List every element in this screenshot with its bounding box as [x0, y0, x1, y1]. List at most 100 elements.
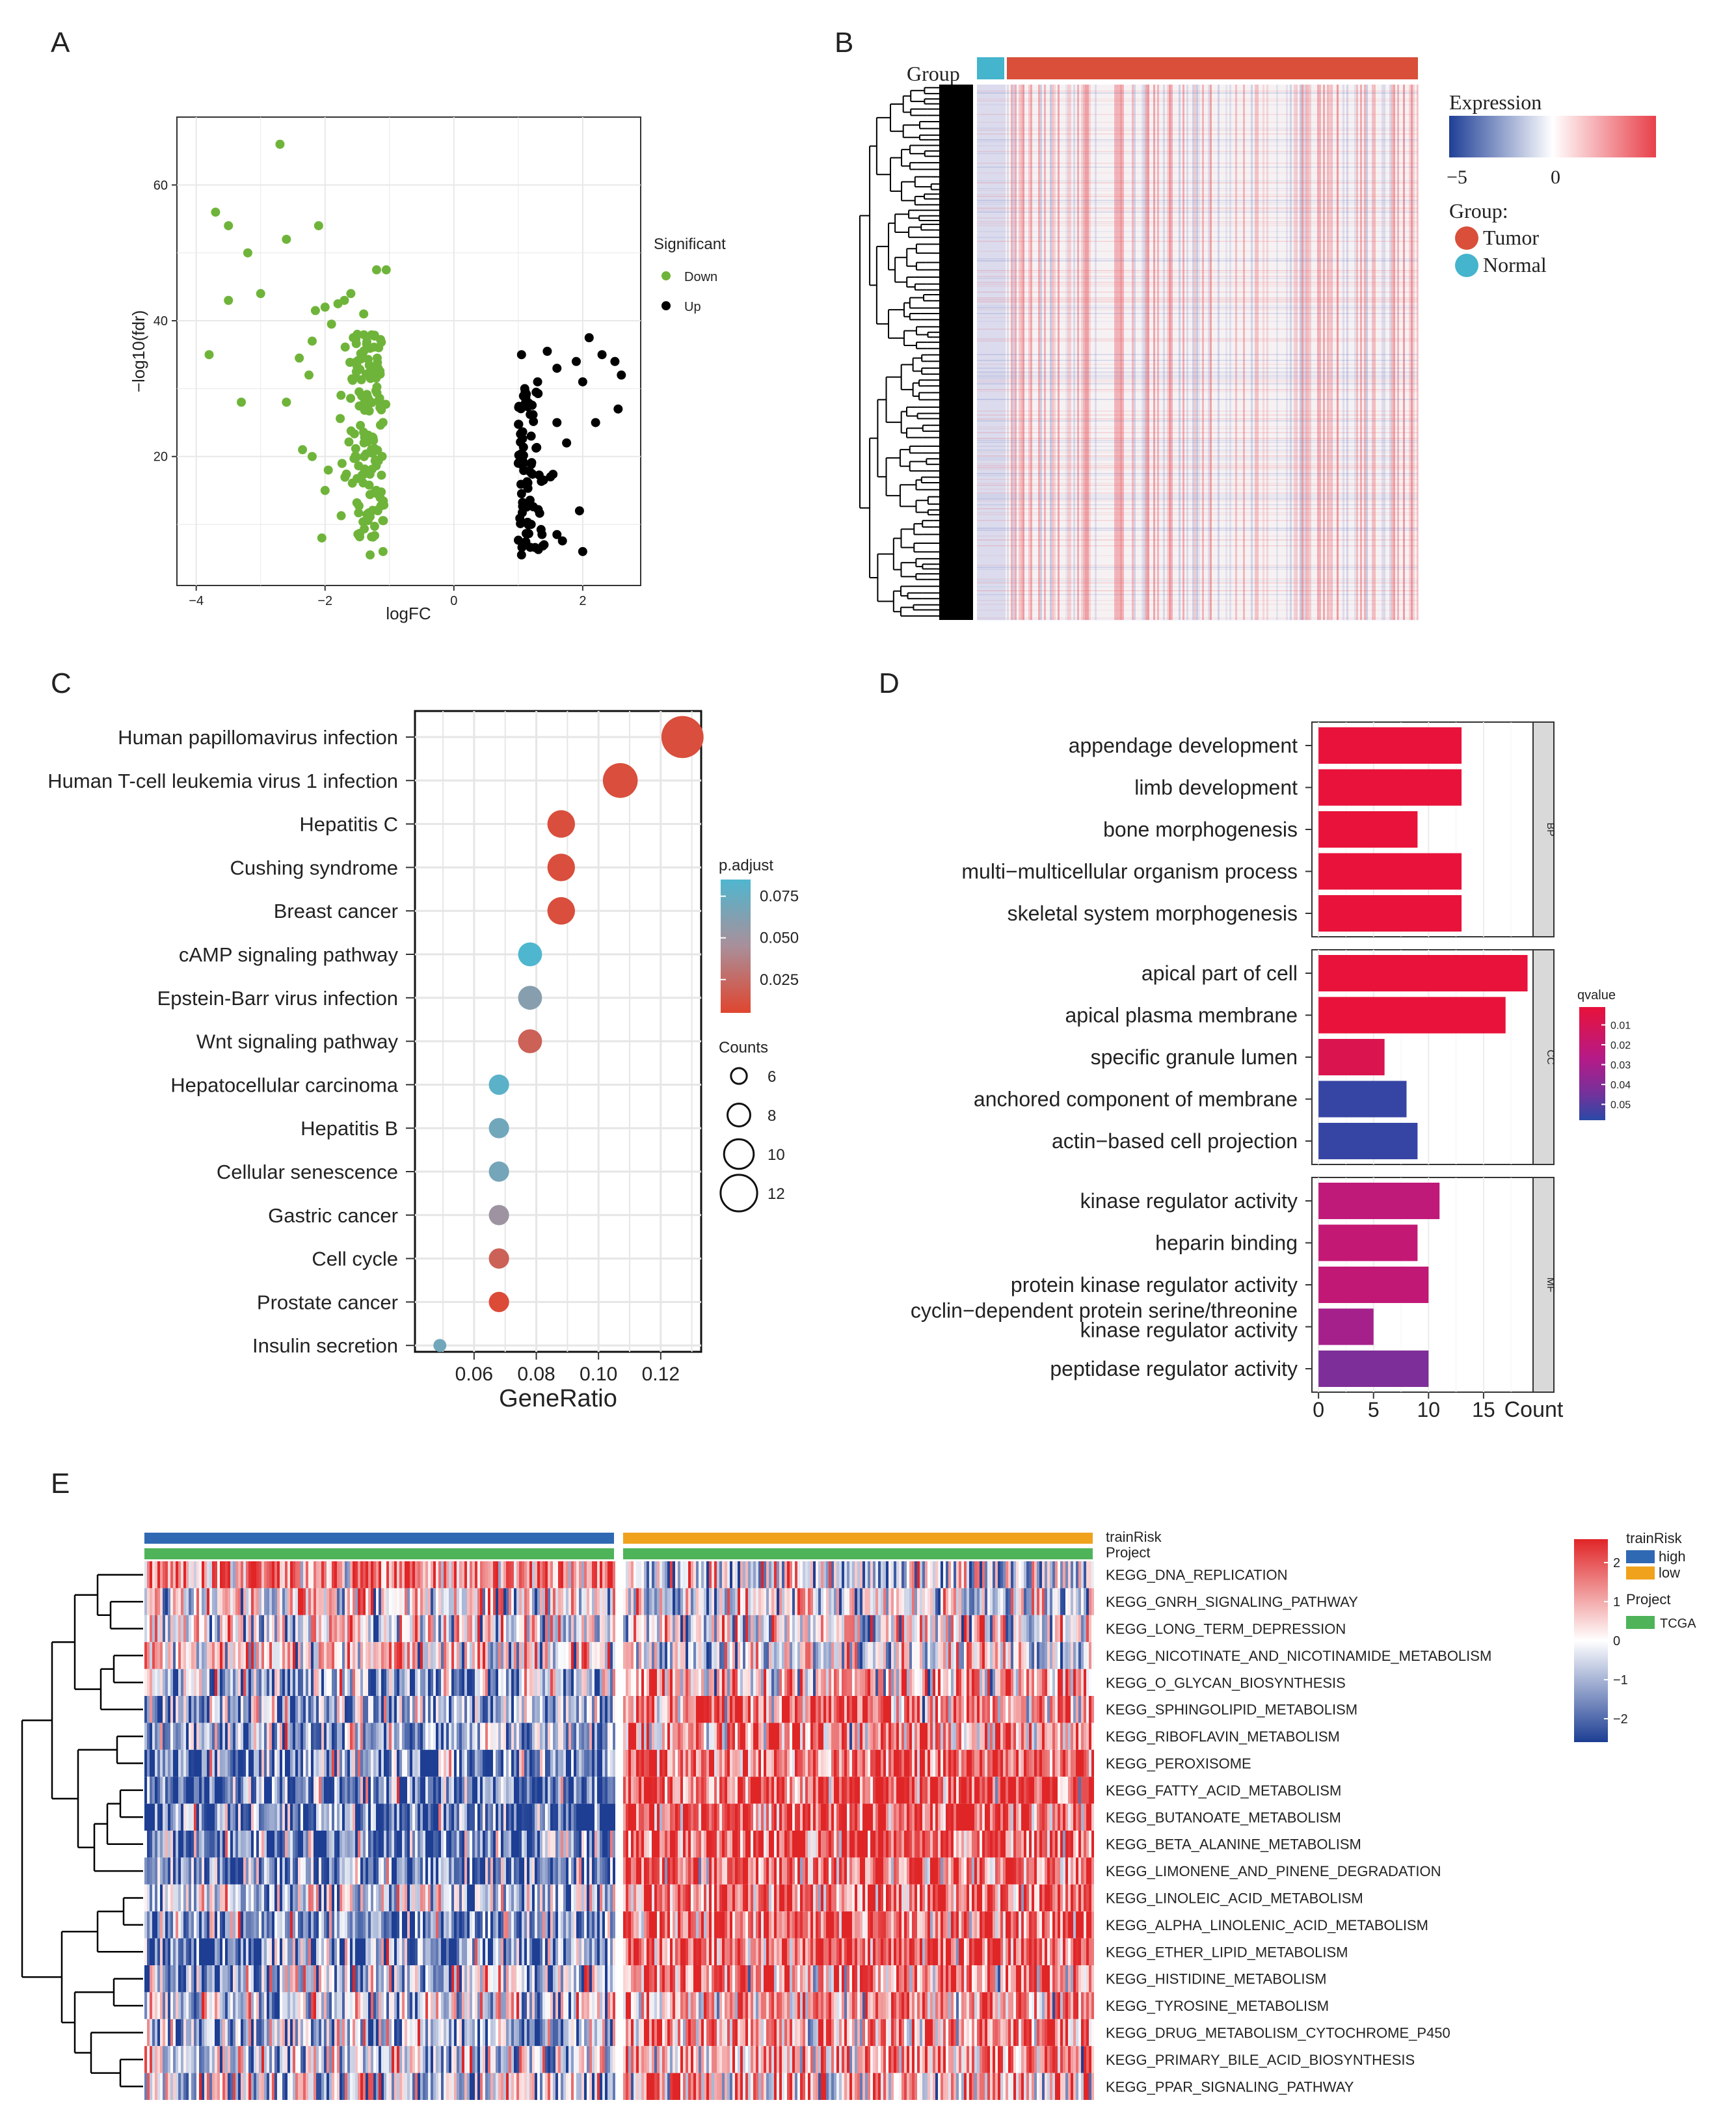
panel-e-cell: [665, 1749, 667, 1777]
panel-e-cell: [875, 1723, 878, 1750]
panel-e-cell: [974, 1669, 977, 1696]
panel-e-cell: [649, 1615, 652, 1643]
panel-e-cell: [1013, 1777, 1016, 1804]
panel-e-cell: [667, 1723, 670, 1750]
panel-e-cell: [558, 1831, 561, 1858]
panel-e-cell: [199, 1615, 202, 1643]
panel-e-cell: [673, 1642, 675, 1669]
panel-e-cell: [264, 1803, 267, 1831]
panel-e-cell: [410, 1642, 412, 1669]
panel-e-cell: [608, 1831, 610, 1858]
panel-e-cell: [483, 1669, 485, 1696]
panel-e-cell: [860, 1803, 862, 1831]
panel-e-cell: [366, 1723, 368, 1750]
panel-e-cell: [706, 1803, 709, 1831]
panel-a-point-down: [204, 350, 214, 360]
panel-e-cell: [353, 1588, 355, 1615]
panel-a-point-down: [295, 353, 304, 363]
panel-e-cell: [587, 1588, 589, 1615]
panel-e-cell: [764, 1831, 766, 1858]
panel-e-cell: [267, 1723, 269, 1750]
panel-e-cell: [1032, 1723, 1034, 1750]
panel-e-cell: [1026, 1777, 1029, 1804]
panel-e-cell: [1076, 1803, 1078, 1831]
panel-c-category-label: Hepatocellular carcinoma: [170, 1073, 399, 1096]
panel-e-cell: [1058, 1615, 1060, 1643]
panel-e-cell: [647, 1588, 649, 1615]
panel-e-cell: [696, 1777, 699, 1804]
panel-e-cell: [407, 1749, 410, 1777]
panel-e-cell: [371, 1669, 373, 1696]
panel-e-cell: [587, 1669, 589, 1696]
panel-e-cell: [587, 1803, 589, 1831]
panel-e-cell: [183, 1561, 186, 1589]
panel-e-cell: [303, 1749, 306, 1777]
panel-e-cell: [261, 1561, 264, 1589]
panel-e-cell: [548, 1561, 550, 1589]
panel-e-cell: [256, 1723, 259, 1750]
panel-e-cell: [550, 1777, 553, 1804]
panel-e-cell: [641, 1642, 644, 1669]
panel-e-cell: [345, 1615, 347, 1643]
panel-e-cell: [764, 1588, 766, 1615]
panel-e-cell: [215, 1803, 217, 1831]
panel-e-cell: [160, 1803, 163, 1831]
panel-e-cell: [727, 1642, 730, 1669]
panel-e-cell: [472, 1723, 475, 1750]
panel-e-cell: [1063, 1615, 1065, 1643]
panel-e-cell: [152, 1777, 155, 1804]
panel-e-cell: [566, 1723, 568, 1750]
panel-a-point-down: [362, 337, 372, 347]
panel-e-cell: [982, 1615, 985, 1643]
panel-e-cell: [1042, 1803, 1045, 1831]
panel-e-cell: [433, 1588, 436, 1615]
panel-e-cell: [160, 1588, 163, 1615]
panel-e-cell: [1089, 1777, 1091, 1804]
panel-e-cell: [358, 1561, 360, 1589]
panel-b-col-stripe: [1294, 85, 1296, 620]
panel-e-cell: [834, 1642, 836, 1669]
panel-e-cell: [930, 1588, 933, 1615]
panel-e-cell: [366, 1696, 368, 1723]
panel-e-cell: [826, 1696, 829, 1723]
panel-e-cell: [779, 1561, 782, 1589]
panel-e-cell: [904, 1749, 907, 1777]
panel-e-cell: [540, 1696, 542, 1723]
panel-e-cell: [1052, 1669, 1055, 1696]
panel-e-cell: [314, 1803, 316, 1831]
panel-b-col-stripe: [1067, 85, 1069, 620]
panel-e-cell: [222, 1831, 225, 1858]
panel-e-cell: [1052, 1588, 1055, 1615]
panel-e-cell: [183, 1615, 186, 1643]
panel-e-cell: [774, 1669, 777, 1696]
panel-e-cell: [761, 1642, 764, 1669]
panel-e-cell: [428, 1831, 431, 1858]
panel-e-cell: [727, 1615, 730, 1643]
panel-e-cell: [688, 1642, 691, 1669]
panel-e-cell: [540, 1561, 542, 1589]
panel-e-cell: [207, 1615, 209, 1643]
panel-e-cell: [444, 1642, 446, 1669]
panel-e-cell: [488, 1723, 490, 1750]
panel-e-cell: [355, 1561, 358, 1589]
panel-e-cell: [254, 1615, 256, 1643]
panel-a-point-down: [256, 289, 265, 299]
panel-b-row-stripe: [977, 129, 1418, 131]
panel-e-cell: [300, 1696, 303, 1723]
panel-b-col-stripe: [1198, 85, 1200, 620]
panel-e-cell: [251, 1803, 254, 1831]
panel-e-cell: [584, 1696, 587, 1723]
panel-e-cell: [1013, 1642, 1016, 1669]
panel-e-cell: [667, 1669, 670, 1696]
panel-b-row-stripe: [977, 209, 1418, 211]
panel-e-cell: [571, 1696, 574, 1723]
panel-e-cell: [204, 1831, 207, 1858]
panel-e-cell: [719, 1642, 722, 1669]
panel-e-cell: [852, 1803, 855, 1831]
panel-e-cell: [688, 1588, 691, 1615]
panel-b-row-stripe: [977, 451, 1418, 453]
panel-e-cell: [649, 1669, 652, 1696]
panel-e-cell: [389, 1669, 392, 1696]
panel-e-cell: [727, 1749, 730, 1777]
panel-d-strip: [1532, 721, 1555, 937]
